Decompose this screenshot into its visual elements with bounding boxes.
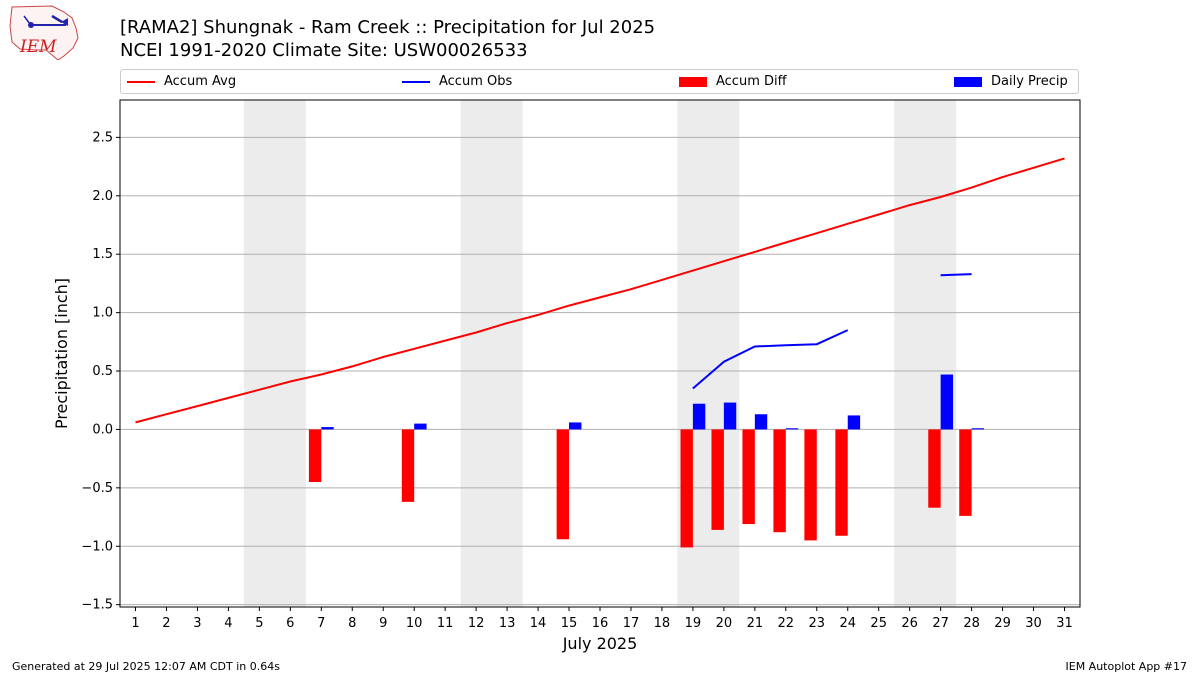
legend-swatch-accum-obs bbox=[402, 80, 430, 83]
daily-precip-bar bbox=[569, 422, 582, 430]
plot-frame bbox=[119, 99, 1081, 608]
accum-diff-bar bbox=[556, 429, 570, 540]
weekend-band bbox=[460, 100, 523, 607]
legend-item-accum-obs: Accum Obs bbox=[402, 70, 512, 93]
chart-subtitle: NCEI 1991-2020 Climate Site: USW00026533 bbox=[120, 40, 528, 61]
x-tick-label: 25 bbox=[870, 616, 887, 631]
accum-obs-line bbox=[940, 273, 972, 277]
x-tick-label: 11 bbox=[437, 616, 454, 631]
x-tick-label: 26 bbox=[901, 616, 918, 631]
legend-item-daily-precip: Daily Precip bbox=[954, 70, 1068, 93]
daily-precip-bar bbox=[321, 427, 334, 430]
x-tick-label: 18 bbox=[654, 616, 671, 631]
x-tick-label: 20 bbox=[716, 616, 733, 631]
daily-precip-bar bbox=[692, 403, 706, 430]
x-tick-label: 19 bbox=[685, 616, 702, 631]
x-tick-label: 16 bbox=[592, 616, 609, 631]
x-tick-label: 7 bbox=[317, 616, 325, 631]
x-tick-label: 30 bbox=[1025, 616, 1042, 631]
accum-diff-bar bbox=[308, 429, 322, 483]
logo-text: IEM bbox=[19, 37, 57, 57]
x-tick-label: 22 bbox=[778, 616, 795, 631]
y-tick-label: 2.5 bbox=[92, 130, 113, 145]
daily-precip-bar bbox=[723, 402, 737, 430]
accum-diff-bar bbox=[742, 429, 755, 525]
y-tick-label: 1.5 bbox=[92, 247, 113, 262]
x-tick-label: 23 bbox=[809, 616, 826, 631]
x-tick-label: 15 bbox=[561, 616, 578, 631]
legend-item-accum-avg: Accum Avg bbox=[127, 70, 236, 93]
legend-swatch-daily-precip bbox=[954, 76, 982, 87]
y-tick-label: −1.0 bbox=[81, 539, 113, 554]
x-tick-label: 17 bbox=[623, 616, 640, 631]
x-tick-label: 21 bbox=[747, 616, 764, 631]
accum-diff-bar bbox=[773, 429, 786, 533]
legend-swatch-accum-diff bbox=[679, 76, 707, 87]
x-tick-label: 5 bbox=[255, 616, 263, 631]
x-axis-label: July 2025 bbox=[562, 634, 638, 653]
legend-label-daily-precip: Daily Precip bbox=[991, 74, 1068, 89]
x-tick-label: 3 bbox=[193, 616, 201, 631]
chart-title: [RAMA2] Shungnak - Ram Creek :: Precipit… bbox=[120, 17, 656, 38]
weekend-band bbox=[894, 100, 957, 607]
y-tick-label: 0.5 bbox=[92, 364, 113, 379]
legend-item-accum-diff: Accum Diff bbox=[679, 70, 787, 93]
daily-precip-bar bbox=[971, 428, 984, 430]
legend-label-accum-diff: Accum Diff bbox=[716, 74, 787, 89]
x-tick-label: 14 bbox=[530, 616, 547, 631]
x-tick-label: 6 bbox=[286, 616, 294, 631]
accum-diff-bar bbox=[928, 429, 941, 508]
y-tick-label: −0.5 bbox=[81, 481, 113, 496]
y-axis-label: Precipitation [inch] bbox=[52, 278, 71, 429]
accum-avg-line bbox=[135, 157, 1065, 424]
x-tick-label: 31 bbox=[1056, 616, 1073, 631]
accum-diff-bar bbox=[711, 429, 724, 530]
legend: Accum Avg Accum Obs Accum Diff Daily Pre… bbox=[120, 69, 1079, 94]
x-tick-label: 4 bbox=[224, 616, 232, 631]
x-tick-label: 24 bbox=[839, 616, 856, 631]
x-tick-label: 1 bbox=[131, 616, 139, 631]
y-tick-label: −1.5 bbox=[81, 598, 113, 613]
accum-diff-bar bbox=[835, 429, 848, 536]
accum-diff-bar bbox=[804, 429, 817, 541]
legend-label-accum-obs: Accum Obs bbox=[439, 74, 513, 89]
x-tick-label: 13 bbox=[499, 616, 516, 631]
x-tick-label: 9 bbox=[379, 616, 387, 631]
y-tick-label: 1.0 bbox=[92, 306, 113, 321]
x-tick-label: 28 bbox=[963, 616, 980, 631]
daily-precip-bar bbox=[754, 414, 768, 430]
iem-logo: IEM bbox=[9, 5, 79, 60]
daily-precip-bar bbox=[785, 428, 799, 430]
x-tick-label: 2 bbox=[162, 616, 170, 631]
weekend-band bbox=[243, 100, 306, 607]
accum-diff-bar bbox=[680, 429, 693, 548]
accum-diff-bar bbox=[401, 429, 415, 502]
legend-label-accum-avg: Accum Avg bbox=[164, 74, 237, 89]
legend-swatch-accum-avg bbox=[127, 80, 155, 83]
daily-precip-bar bbox=[847, 415, 861, 430]
y-tick-label: 2.0 bbox=[92, 189, 113, 204]
accum-diff-bar bbox=[959, 429, 972, 516]
x-tick-label: 8 bbox=[348, 616, 356, 631]
daily-precip-bar bbox=[414, 423, 427, 430]
x-tick-label: 27 bbox=[932, 616, 949, 631]
y-tick-label: 0.0 bbox=[92, 422, 113, 437]
x-tick-label: 29 bbox=[994, 616, 1011, 631]
x-tick-label: 10 bbox=[406, 616, 423, 631]
footer-app-label: IEM Autoplot App #17 bbox=[1065, 660, 1188, 673]
x-tick-label: 12 bbox=[468, 616, 485, 631]
footer-generated-text: Generated at 29 Jul 2025 12:07 AM CDT in… bbox=[12, 660, 280, 673]
daily-precip-bar bbox=[940, 374, 954, 430]
accum-obs-line bbox=[692, 329, 849, 390]
